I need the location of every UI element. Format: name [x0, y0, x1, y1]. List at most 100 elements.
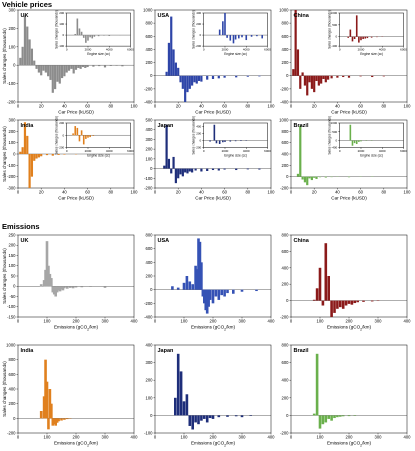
panel-prices-china-inset-xlabel: Engine size (cc): [360, 52, 383, 56]
panel-prices-china-bar: [317, 75, 320, 86]
panel-emissions-china-title: China: [294, 238, 310, 244]
panel-prices-japan-inset-xtick-label: 0: [203, 149, 205, 153]
panel-prices-usa-inset-bar: [222, 21, 224, 36]
panel-emissions-brazil-bar: [330, 415, 333, 421]
panel-emissions-usa-bar: [188, 281, 192, 290]
panel-prices-usa-inset-ytick-label: 200: [196, 22, 201, 26]
panel-prices-uk-inset-xtick-label: 2000: [85, 48, 92, 52]
panel-emissions-china-xtick-label: 100: [317, 319, 325, 324]
panel-emissions-india-ytick-label: 800: [9, 357, 17, 362]
panel-emissions-uk-ytick-label: 250: [9, 232, 17, 237]
panel-prices-india-xtick-label: 60: [85, 190, 90, 195]
panel-prices-china-bar: [320, 75, 323, 84]
panel-prices-usa-bar: [258, 75, 261, 77]
panel-prices-china-inset-bar: [360, 36, 362, 41]
panel-emissions-brazil-bar: [315, 353, 319, 416]
panel-prices-india-inset-ytick-label: 0: [63, 133, 65, 137]
panel-prices-uk-bar: [103, 65, 107, 68]
panel-prices-japan-inset-xtick-label: 6000: [264, 149, 271, 153]
panel-prices-china-bar: [322, 75, 325, 79]
panel-prices-china-bar: [336, 75, 339, 78]
panel-prices-china-inset-xtick-label: 0: [339, 48, 341, 52]
panel-prices-uk-bar: [65, 65, 68, 73]
panel-emissions-usa-xtick-label: 300: [239, 319, 247, 324]
panel-prices-china-inset-ylabel: Sales changes (thousands): [328, 10, 332, 49]
panel-emissions-uk-ytick-label: -150: [7, 314, 16, 319]
panel-prices-usa-ytick-label: -200: [144, 86, 153, 91]
panel-prices-japan-ytick-label: 500: [146, 117, 154, 122]
panel-prices-india-bar: [21, 147, 24, 154]
panel-emissions-china-bar: [312, 299, 316, 301]
panel-emissions-india-frame: [17, 344, 135, 434]
panel-emissions-uk-bar: [47, 265, 50, 287]
panel-prices-uk-bar: [58, 65, 61, 84]
panel-emissions-brazil-frame: [290, 344, 408, 434]
panel-emissions-usa-bar: [171, 286, 174, 290]
panel-prices-japan-bar: [206, 168, 209, 171]
panel-prices-uk-inset-xtick-label: 4000: [106, 48, 113, 52]
panel-prices-brazil-ytick-label: 1000: [279, 117, 289, 122]
panel-prices-uk-ytick-label: -200: [7, 99, 16, 104]
panel-prices-usa-inset-xtick-label: 2000: [222, 48, 229, 52]
panel-prices-uk-inset-xlabel: Engine size (cc): [87, 52, 110, 56]
panel-emissions-usa-xlabel: Emissions (gCO2/km): [191, 324, 236, 331]
panel-prices-usa-xtick-label: 40: [199, 104, 204, 109]
panel-prices-japan-inset-xlabel: Engine size (cc): [224, 153, 247, 157]
panel-emissions-uk-ytick-label: 50: [11, 273, 16, 278]
panel-emissions-uk-bar: [60, 286, 63, 290]
panel-prices-japan-ytick-label: 0: [150, 166, 153, 171]
panel-emissions-uk-ytick-label: 100: [9, 263, 17, 268]
panel-prices-usa-inset-ytick-label: 400: [196, 11, 201, 15]
panel-prices-china-bar: [294, 10, 297, 76]
panel-prices-china-bar: [301, 72, 304, 76]
panel-prices-usa-inset-ylabel: Sales changes (thousands): [192, 10, 196, 49]
panel-emissions-india-ytick-label: 1000: [6, 342, 16, 347]
panel-prices-usa-xtick-label: 0: [154, 104, 157, 109]
panel-emissions-uk-bar: [51, 286, 55, 293]
panel-emissions-china-bar: [321, 300, 325, 306]
panel-prices-india-inset-bar: [87, 135, 89, 138]
panel-emissions-japan-ytick-label: 400: [146, 342, 154, 347]
panel-prices-usa-bar: [177, 67, 180, 76]
panel-prices-brazil-xtick-label: 80: [381, 190, 386, 195]
panel-prices-china-inset-ytick-label: 1000: [331, 11, 338, 15]
panel-prices-china-inset-frame: [339, 12, 404, 47]
panel-emissions-brazil-bar: [339, 415, 342, 417]
panel-emissions-brazil-ytick-label: 0: [286, 413, 289, 418]
panel-emissions-usa-bar: [240, 289, 244, 292]
panel-prices-uk-bar: [26, 26, 29, 66]
panel-prices-japan-inset-ytick-label: 200: [196, 132, 201, 136]
panel-prices-usa-inset-bar: [229, 35, 232, 41]
panel-emissions-uk-bar: [61, 286, 65, 291]
panel-prices-uk-xtick-label: 0: [17, 104, 20, 109]
panel-prices-usa-bar: [186, 75, 189, 93]
panel-prices-uk-bar: [49, 65, 52, 80]
panel-emissions-china-bar: [341, 300, 345, 309]
panel-emissions-india-xtick-label: 0: [17, 435, 20, 440]
panel-prices-uk-bar: [42, 65, 45, 71]
panel-prices-china-bar: [299, 75, 302, 89]
panel-prices-india-inset-bar: [80, 130, 83, 136]
panel-prices-india-inset-ylabel: Sales changes (thousands): [55, 116, 59, 155]
panel-prices-japan-bar: [194, 168, 197, 171]
panel-prices-china: 0 20 40 60 80 100 -400 -200 0 200 400 600 800 1000 Car…: [279, 7, 411, 114]
panel-emissions-japan-bar: [234, 415, 238, 417]
panel-prices-uk-xtick-label: 20: [39, 104, 44, 109]
panel-emissions-india-title: India: [21, 348, 35, 354]
panel-emissions-china-xtick-label: 0: [290, 319, 293, 324]
panel-emissions-china: 0 100 200 300 400-2000200400600800Emissions …: [280, 232, 411, 331]
panel-prices-brazil-inset-ylabel: Sales changes (thousands): [328, 116, 332, 155]
panel-emissions-brazil-xtick-label: 0: [290, 435, 293, 440]
panel-prices-brazil-inset-ytick-label: -400: [331, 146, 337, 150]
panel-emissions-uk-frame: [17, 234, 135, 318]
panel-emissions-usa-xtick-label: 400: [268, 319, 276, 324]
panel-emissions-china-xtick-label: 300: [375, 319, 383, 324]
panel-prices-japan-xlabel: Car Price (kUSD): [195, 195, 231, 200]
panel-prices-uk-bar: [51, 65, 54, 93]
panel-prices-india-bar: [23, 122, 27, 154]
panel-emissions-china-bar: [330, 300, 333, 317]
panel-prices-japan-bar: [172, 156, 175, 169]
panel-prices-uk-inset-bar: [80, 31, 83, 36]
panel-emissions-usa-bar: [255, 289, 258, 292]
panel-emissions-india-bar: [42, 396, 46, 419]
